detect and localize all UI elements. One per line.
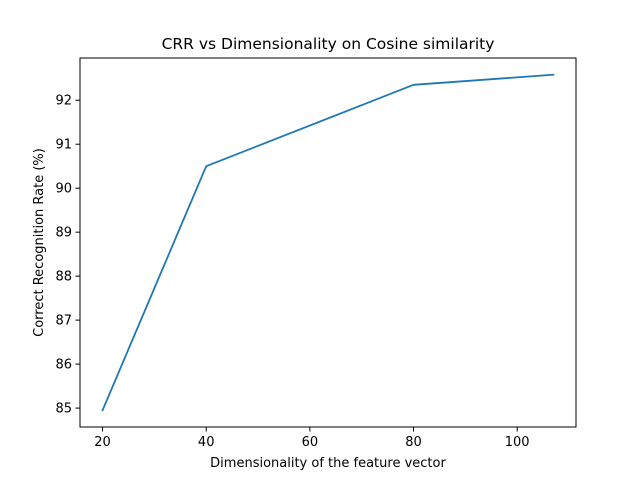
series-line-0 [101,73,555,412]
x-tick-label: 60 [302,435,319,450]
y-tick-label: 91 [55,138,72,153]
y-tick-label: 90 [55,182,72,197]
x-tick-label: 20 [94,435,111,450]
x-tick-label: 80 [405,435,422,450]
x-tick-label: 100 [505,435,530,450]
y-tick-label: 89 [55,226,72,241]
y-tick-label: 85 [55,402,72,417]
chart-title: CRR vs Dimensionality on Cosine similari… [162,35,495,53]
y-tick-label: 88 [55,270,72,285]
x-tick-label: 40 [198,435,215,450]
y-axis-label: Correct Recognition Rate (%) [32,148,47,337]
y-tick-label: 87 [55,314,72,329]
y-tick-label: 92 [55,94,72,109]
x-axis-label: Dimensionality of the feature vector [210,456,446,471]
y-tick-label: 86 [55,358,72,373]
plot-frame [79,57,577,428]
